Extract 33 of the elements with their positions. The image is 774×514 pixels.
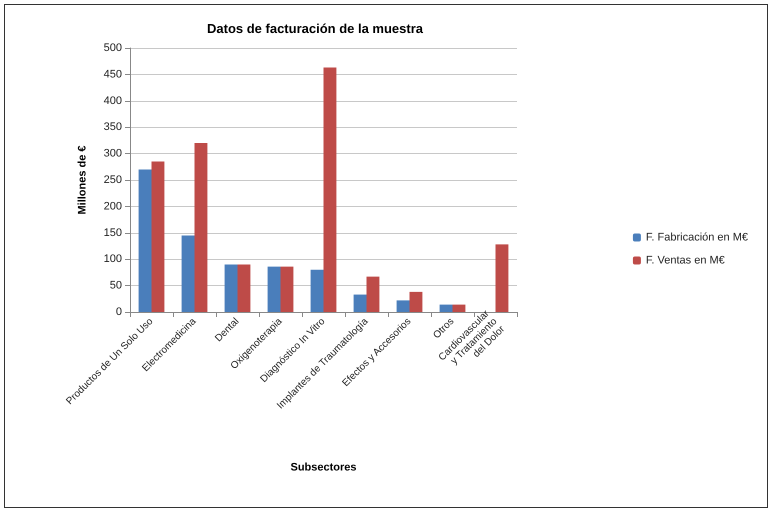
y-tick-label: 400 xyxy=(104,94,122,107)
y-tick-label: 0 xyxy=(116,306,122,318)
x-axis-title: Subsectores xyxy=(290,462,357,474)
y-tick-label: 100 xyxy=(104,253,122,266)
bar xyxy=(366,276,380,312)
bar xyxy=(324,68,336,312)
bar xyxy=(310,270,324,312)
y-tick-label: 300 xyxy=(104,148,122,160)
legend-label: F. Ventas en M€ xyxy=(646,254,725,266)
bar xyxy=(268,266,280,312)
y-axis-title: Millones de € xyxy=(76,145,88,215)
bar xyxy=(224,264,238,312)
y-tick-label: 450 xyxy=(104,68,122,80)
chart-title: Datos de facturación de la muestra xyxy=(206,21,424,36)
bar xyxy=(138,169,152,312)
y-tick-label: 350 xyxy=(104,121,122,134)
bar xyxy=(152,162,164,312)
y-tick-label: 50 xyxy=(110,280,122,292)
bar xyxy=(396,300,410,312)
bar xyxy=(452,304,466,312)
bar xyxy=(194,143,208,312)
y-tick-label: 500 xyxy=(104,42,122,54)
bar xyxy=(354,294,366,312)
legend-label: F. Fabricación en M€ xyxy=(646,232,748,244)
bar xyxy=(496,244,508,312)
y-tick-label: 150 xyxy=(104,226,122,239)
bar xyxy=(238,264,250,312)
bar xyxy=(440,304,452,312)
bar xyxy=(182,235,194,312)
y-tick-label: 200 xyxy=(104,200,122,212)
y-tick-label: 250 xyxy=(104,174,122,186)
bar xyxy=(410,292,422,312)
bar xyxy=(280,266,294,312)
